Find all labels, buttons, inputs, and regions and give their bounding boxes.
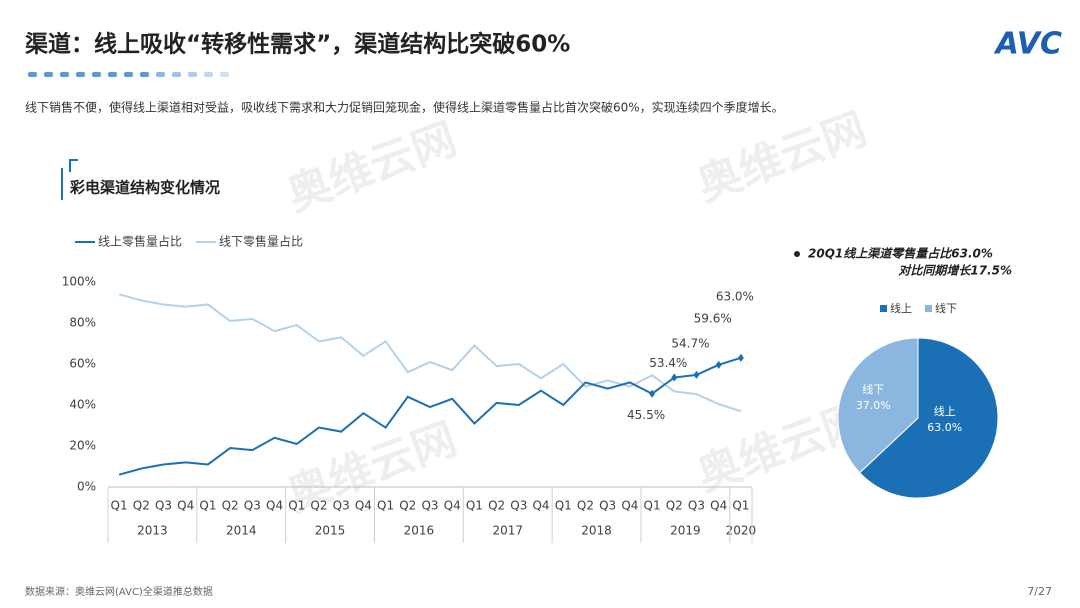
x-tick-label: Q1	[466, 499, 483, 513]
x-tick-label: Q2	[666, 499, 683, 513]
x-tick-label: Q1	[111, 499, 128, 513]
x-tick-label: Q3	[244, 499, 261, 513]
title-decoration	[28, 72, 229, 77]
pie-value-label: 63.0%	[927, 421, 962, 434]
x-tick-label: Q2	[310, 499, 327, 513]
legend-label: 线下	[935, 301, 957, 315]
x-tick-label: Q4	[621, 499, 638, 513]
x-tick-label: Q3	[510, 499, 527, 513]
x-tick-label: Q4	[266, 499, 283, 513]
data-label: 54.7%	[671, 336, 709, 350]
x-tick-label: Q2	[577, 499, 594, 513]
x-tick-label: Q1	[644, 499, 661, 513]
x-tick-label: Q1	[199, 499, 216, 513]
year-label: 2017	[492, 524, 523, 538]
x-tick-label: Q2	[488, 499, 505, 513]
x-tick-label: Q4	[710, 499, 727, 513]
point-marker	[715, 360, 722, 369]
annotation-bullet	[794, 251, 800, 257]
chart-title-decoration	[61, 159, 78, 200]
point-marker	[671, 373, 678, 382]
point-marker	[649, 389, 656, 398]
legend-label: 线上	[890, 301, 912, 315]
y-tick-label: 100%	[62, 275, 96, 289]
pie-value-label: 37.0%	[856, 399, 891, 412]
year-label: 2020	[726, 524, 757, 538]
x-tick-label: Q3	[688, 499, 705, 513]
x-tick-label: Q2	[133, 499, 150, 513]
pie-slice	[837, 337, 919, 474]
x-tick-label: Q4	[355, 499, 372, 513]
y-tick-label: 80%	[69, 316, 96, 330]
point-marker	[693, 370, 700, 379]
y-tick-label: 0%	[77, 480, 96, 494]
legend-swatch	[880, 305, 887, 312]
x-tick-label: Q4	[532, 499, 549, 513]
data-label: 63.0%	[716, 289, 754, 303]
page-number: 7/27	[1027, 585, 1052, 598]
year-label: 2014	[226, 524, 257, 538]
slide-title: 渠道：线上吸收“转移性需求”，渠道结构比突破60%	[25, 31, 570, 58]
x-tick-label: Q2	[222, 499, 239, 513]
y-tick-label: 60%	[69, 357, 96, 371]
year-label: 2019	[670, 524, 701, 538]
x-tick-label: Q1	[288, 499, 305, 513]
legend-label: 线上零售量占比	[98, 234, 182, 249]
line-series	[118, 293, 742, 413]
year-label: 2018	[581, 524, 612, 538]
year-label: 2016	[404, 524, 435, 538]
x-tick-label: Q1	[732, 499, 749, 513]
data-label: 45.5%	[627, 408, 665, 422]
subtitle: 线下销售不便，使得线上渠道相对受益，吸收线下需求和大力促销回笼现金，使得线上渠道…	[25, 100, 784, 115]
pie-category-label: 线上	[934, 404, 956, 418]
x-tick-label: Q3	[155, 499, 172, 513]
y-tick-label: 20%	[69, 439, 96, 453]
legend-label: 线下零售量占比	[219, 234, 303, 249]
x-tick-label: Q3	[421, 499, 438, 513]
annotation: 对比同期增长17.5%	[898, 264, 1012, 278]
line-series	[118, 356, 742, 476]
source: 数据来源：奥维云网(AVC)全渠道推总数据	[25, 585, 213, 598]
year-label: 2013	[137, 524, 168, 538]
x-tick-label: Q4	[444, 499, 461, 513]
x-tick-label: Q4	[177, 499, 194, 513]
x-tick-label: Q1	[555, 499, 572, 513]
pie-slice	[858, 337, 999, 499]
data-label: 53.4%	[649, 356, 687, 370]
data-label: 59.6%	[694, 311, 732, 325]
point-marker	[737, 353, 744, 362]
chart-title: 彩电渠道结构变化情况	[69, 179, 220, 197]
logo: AVC	[994, 27, 1062, 62]
y-tick-label: 40%	[69, 398, 96, 412]
pie-category-label: 线下	[862, 382, 884, 396]
legend-swatch	[925, 305, 932, 312]
x-tick-label: Q1	[377, 499, 394, 513]
annotation: 20Q1线上渠道零售量占比63.0%	[808, 247, 993, 261]
x-tick-label: Q2	[399, 499, 416, 513]
year-label: 2015	[315, 524, 346, 538]
x-tick-label: Q3	[333, 499, 350, 513]
x-tick-label: Q3	[599, 499, 616, 513]
